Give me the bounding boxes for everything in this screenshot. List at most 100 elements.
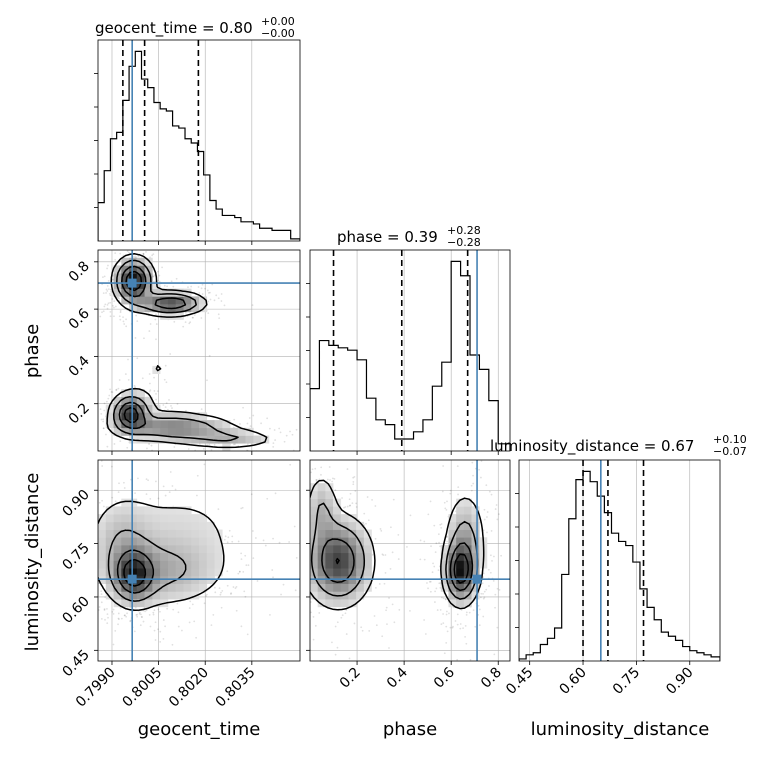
- scatter-point: [184, 311, 187, 314]
- scatter-point: [91, 566, 93, 568]
- scatter-point: [146, 447, 148, 450]
- scatter-point: [153, 390, 156, 392]
- scatter-point: [162, 485, 165, 488]
- scatter-point: [419, 558, 422, 561]
- scatter-point: [497, 513, 500, 516]
- density-cell: [144, 265, 153, 274]
- scatter-point: [134, 255, 137, 258]
- scatter-point: [391, 551, 394, 554]
- scatter-point: [145, 609, 148, 612]
- scatter-point: [272, 576, 274, 579]
- density-cell: [160, 420, 169, 429]
- scatter-point: [100, 460, 103, 462]
- scatter-point: [361, 629, 364, 632]
- scatter-point: [429, 590, 432, 593]
- scatter-point: [389, 526, 392, 529]
- scatter-point: [170, 280, 173, 283]
- scatter-point: [247, 564, 250, 567]
- scatter-point: [119, 607, 122, 609]
- scatter-point: [84, 436, 86, 438]
- density-cell: [113, 599, 122, 608]
- density-cell: [167, 545, 176, 554]
- density-cell: [160, 552, 169, 561]
- density-cell: [144, 280, 153, 289]
- axes-frame: [97, 459, 301, 662]
- scatter-point: [266, 417, 269, 420]
- density-cell: [136, 506, 145, 515]
- density-cell: [160, 583, 169, 592]
- density-cell: [160, 545, 169, 554]
- truth-marker: [127, 278, 137, 288]
- density-cell: [325, 583, 334, 592]
- density-cell: [105, 521, 114, 530]
- density-cell: [440, 583, 449, 592]
- scatter-point: [456, 623, 459, 626]
- scatter-point: [106, 622, 109, 625]
- density-cell: [152, 435, 161, 444]
- density-cell: [167, 296, 176, 305]
- density-cell: [199, 552, 208, 561]
- contour-lines: [98, 500, 225, 611]
- scatter-point: [149, 389, 152, 392]
- scatter-point: [155, 313, 157, 316]
- scatter-point: [465, 642, 468, 645]
- density-cell: [237, 427, 246, 436]
- density-cell: [191, 545, 200, 554]
- scatter-point: [157, 608, 160, 611]
- density-cell: [356, 583, 365, 592]
- scatter-point: [486, 516, 488, 518]
- scatter-point: [205, 595, 207, 597]
- scatter-point: [117, 623, 119, 626]
- scatter-point: [129, 619, 132, 622]
- density-cell: [199, 568, 208, 577]
- scatter-point: [133, 233, 135, 235]
- scatter-point: [388, 647, 390, 649]
- scatter-point: [125, 615, 128, 618]
- density-cell: [230, 427, 239, 436]
- scatter-point: [316, 479, 318, 481]
- scatter-point: [166, 408, 169, 411]
- scatter-point: [148, 613, 151, 616]
- density-cell: [152, 288, 161, 297]
- density-cell: [340, 521, 349, 530]
- scatter-point: [123, 481, 125, 484]
- density-cell: [175, 521, 184, 530]
- scatter-point: [446, 540, 449, 543]
- density-cell: [98, 568, 107, 577]
- density-cell: [175, 412, 184, 421]
- scatter-point: [105, 433, 107, 436]
- scatter-point: [168, 491, 171, 494]
- scatter-point: [474, 467, 477, 470]
- density-cell: [463, 599, 472, 608]
- scatter-point: [303, 574, 305, 576]
- scatter-point: [500, 554, 502, 557]
- x-tick-label-geocent-time: 0.8020: [166, 665, 212, 711]
- scatter-point: [212, 613, 215, 616]
- scatter-point: [109, 388, 111, 391]
- density-cell: [136, 412, 145, 421]
- scatter-point: [449, 492, 452, 495]
- scatter-point: [495, 504, 498, 506]
- scatter-point: [445, 508, 448, 511]
- ylabel-phase: phase: [22, 324, 43, 378]
- scatter-point: [349, 504, 352, 507]
- density-cell: [160, 288, 169, 297]
- scatter-point: [169, 471, 172, 473]
- scatter-point: [103, 409, 106, 412]
- scatter-point: [341, 497, 343, 499]
- scatter-point: [98, 501, 101, 504]
- scatter-point: [215, 294, 218, 297]
- density-cell: [167, 537, 176, 546]
- density-cell: [152, 514, 161, 523]
- density-cell: [340, 560, 349, 569]
- density-cell: [152, 560, 161, 569]
- scatter-point: [210, 449, 213, 451]
- density-cell: [129, 304, 138, 313]
- scatter-point: [135, 614, 138, 616]
- scatter-point: [62, 280, 64, 282]
- density-cell: [121, 514, 130, 523]
- scatter-point: [409, 609, 411, 612]
- density-cell: [310, 591, 318, 600]
- scatter-point: [89, 562, 91, 564]
- density-cell: [214, 552, 223, 561]
